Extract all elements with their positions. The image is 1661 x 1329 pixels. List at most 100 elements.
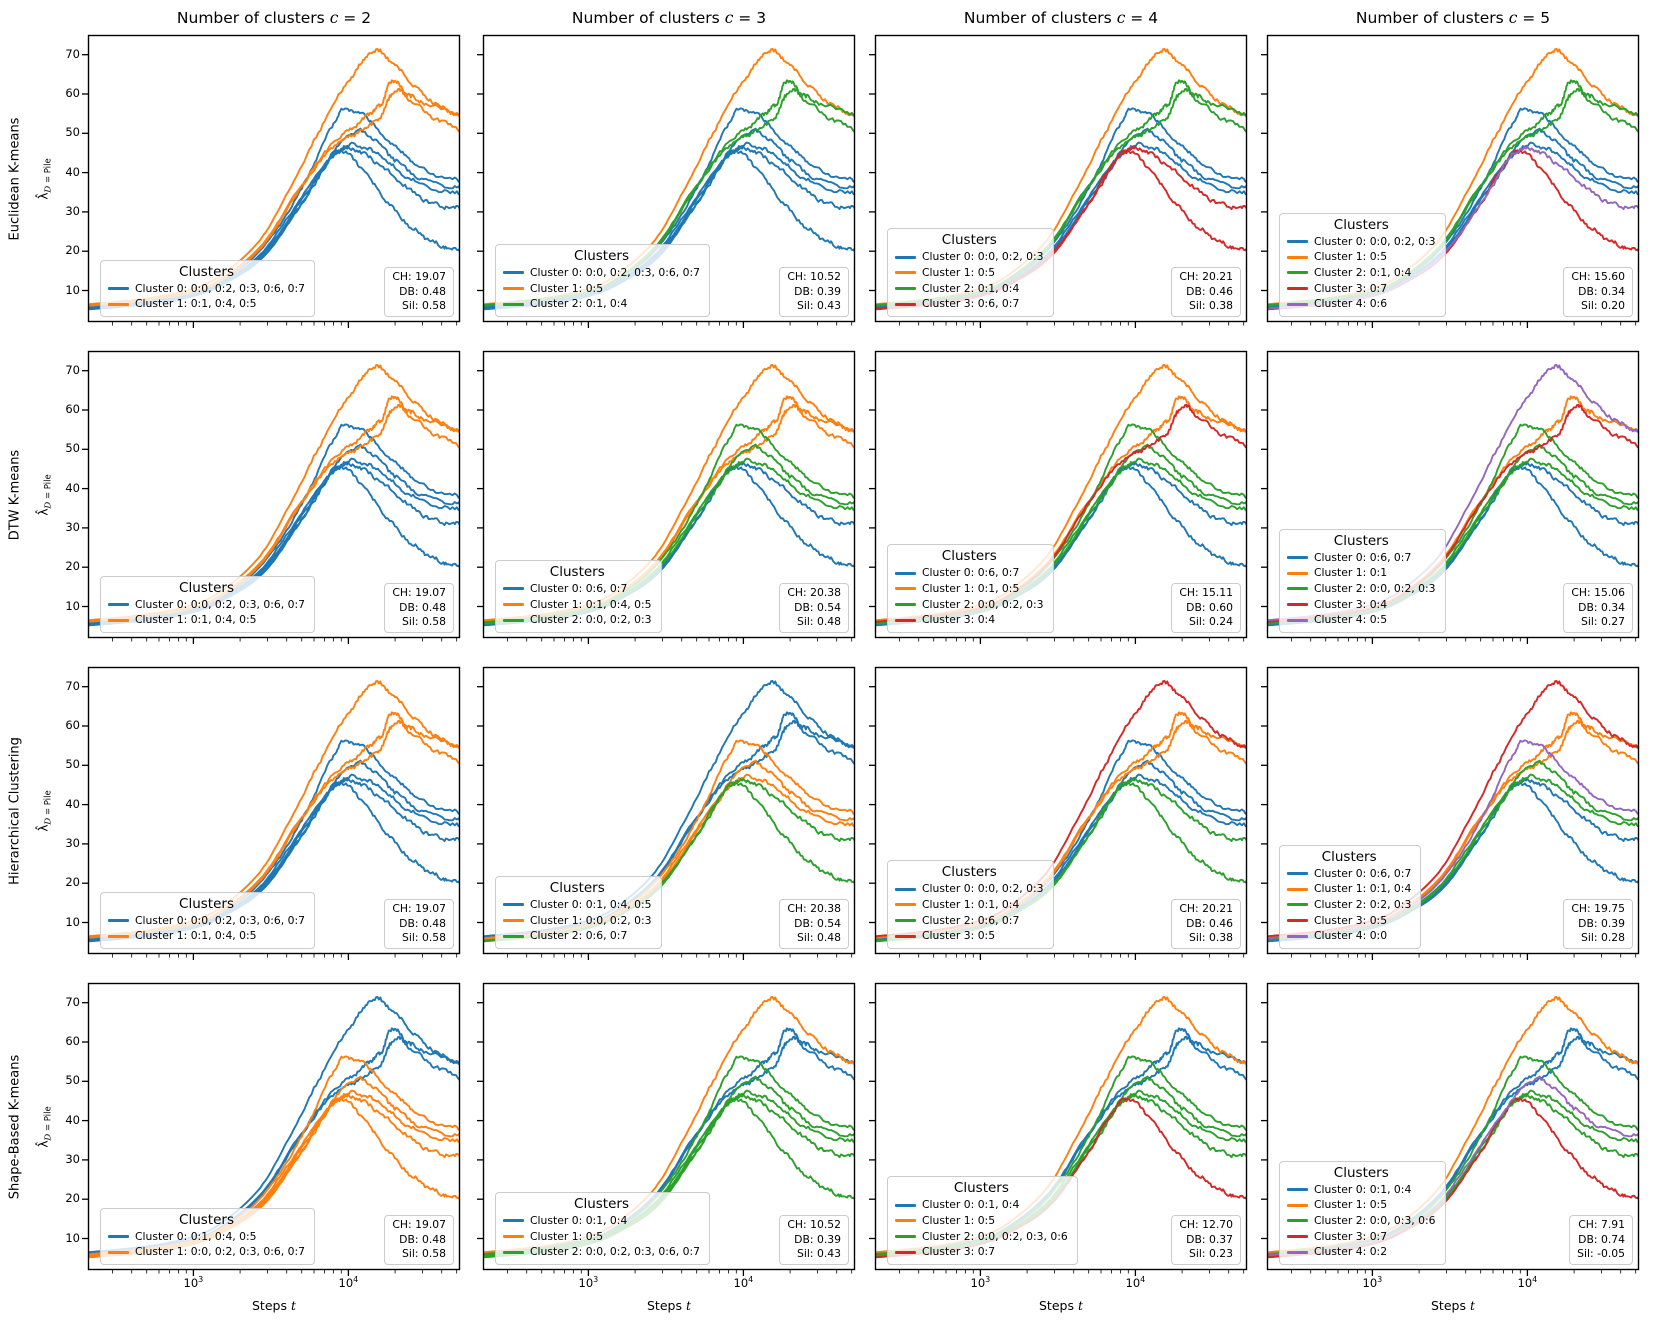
- metric-line: DB: 0.48: [399, 1232, 446, 1246]
- legend-entry: Cluster 0: 0:1, 0:4, 0:5: [503, 897, 652, 913]
- legend-line-swatch: [895, 271, 916, 275]
- legend-line-swatch: [503, 934, 524, 938]
- y-tick-label: 20: [65, 875, 80, 890]
- legend-entry-label: Cluster 0: 0:6, 0:7: [922, 566, 1020, 580]
- metric-line: Sil: 0.58: [402, 1247, 446, 1261]
- legend-entry-label: Cluster 4: 0:5: [1314, 613, 1388, 627]
- metrics-box: CH: 20.38 DB: 0.54 Sil: 0.48: [779, 583, 849, 633]
- metric-line: DB: 0.74: [1578, 1232, 1625, 1246]
- legend-entry-label: Cluster 3: 0:4: [1314, 597, 1388, 611]
- legend-line-swatch: [1287, 1219, 1308, 1223]
- metric-line: CH: 20.21: [1179, 902, 1233, 916]
- legend-entry-label: Cluster 3: 0:5: [1314, 913, 1388, 927]
- legend-entry-label: Cluster 2: 0:6, 0:7: [922, 913, 1020, 927]
- legend-line-swatch: [1287, 255, 1308, 259]
- x-axis-label-var: t: [1469, 1298, 1475, 1313]
- y-tick-label: 20: [65, 559, 80, 574]
- metric-line: DB: 0.46: [1186, 284, 1233, 298]
- metrics-box: CH: 15.60 DB: 0.34 Sil: 0.20: [1563, 267, 1633, 317]
- metric-line: DB: 0.34: [1578, 600, 1625, 614]
- legend-line-swatch: [895, 1235, 916, 1239]
- legend-line-swatch: [503, 287, 524, 291]
- legend-entry-label: Cluster 1: 0:5: [530, 1229, 604, 1243]
- legend-entry: Cluster 1: 0:5: [1287, 1197, 1436, 1213]
- legend-title: Clusters: [1321, 848, 1377, 865]
- x-tick-label: 104: [718, 1275, 768, 1290]
- metrics-box: CH: 20.38 DB: 0.54 Sil: 0.48: [779, 899, 849, 949]
- x-tick-base: 10: [183, 1275, 199, 1290]
- legend-line-swatch: [1287, 887, 1308, 891]
- metric-line: Sil: 0.58: [402, 931, 446, 945]
- legend-entry-label: Cluster 0: 0:0, 0:2, 0:3: [922, 882, 1044, 896]
- column-title: Number of clusters c = 5: [1273, 9, 1633, 27]
- axes-spines: [874, 666, 1248, 955]
- y-tick-label: 50: [65, 441, 80, 456]
- metric-line: CH: 12.70: [1179, 1218, 1233, 1232]
- legend-line-swatch: [895, 1219, 916, 1223]
- y-tick-label: 50: [65, 125, 80, 140]
- metric-line: DB: 0.46: [1186, 916, 1233, 930]
- legend-entry: Cluster 3: 0:5: [895, 928, 1044, 944]
- y-tick-label: 70: [65, 362, 80, 377]
- legend-entry: Cluster 1: 0:5: [895, 1213, 1068, 1229]
- legend-entry: Cluster 3: 0:7: [895, 1244, 1068, 1260]
- metrics-box: CH: 19.07 DB: 0.48 Sil: 0.58: [384, 899, 454, 949]
- y-axis-label-base: λ̂: [36, 824, 51, 832]
- legend-line-swatch: [1287, 1235, 1308, 1239]
- legend-entry: Cluster 0: 0:1, 0:4, 0:5: [108, 1229, 305, 1245]
- legend-entry-label: Cluster 1: 0:1, 0:4, 0:5: [135, 613, 257, 627]
- metric-line: Sil: 0.38: [1189, 931, 1233, 945]
- subplot-dtw-k-means-c5: Clusters Cluster 0: 0:6, 0:7 Cluster 1: 0:…: [1261, 350, 1640, 644]
- legend-entry: Cluster 2: 0:1, 0:4: [895, 281, 1044, 297]
- column-title-cvar: c: [1508, 9, 1518, 27]
- x-tick-label: 103: [1347, 1275, 1397, 1290]
- y-tick-label: 60: [65, 401, 80, 416]
- x-tick-label: 103: [168, 1275, 218, 1290]
- legend-line-swatch: [895, 255, 916, 259]
- axes-spines: [87, 666, 461, 955]
- legend-line-swatch: [1287, 919, 1308, 923]
- legend-entry: Cluster 0: 0:0, 0:2, 0:3: [895, 881, 1044, 897]
- legend-line-swatch: [895, 618, 916, 622]
- column-title-cvar: c: [329, 9, 339, 27]
- legend-entry-label: Cluster 0: 0:1, 0:4: [1314, 1182, 1412, 1196]
- legend-entry-label: Cluster 1: 0:5: [922, 266, 996, 280]
- metric-line: DB: 0.39: [794, 1232, 841, 1246]
- legend-entry: Cluster 4: 0:6: [1287, 296, 1436, 312]
- legend-entry-label: Cluster 4: 0:6: [1314, 297, 1388, 311]
- legend-entry: Cluster 0: 0:0, 0:2, 0:3, 0:6, 0:7: [108, 281, 305, 297]
- x-axis-label-var: t: [290, 1298, 296, 1313]
- legend-line-swatch: [108, 1235, 129, 1239]
- legend-entry: Cluster 0: 0:1, 0:4: [503, 1213, 700, 1229]
- metrics-box: CH: 19.75 DB: 0.39 Sil: 0.28: [1563, 899, 1633, 949]
- legend-entry: Cluster 3: 0:7: [1287, 281, 1436, 297]
- legend-line-swatch: [108, 934, 129, 938]
- legend-entry: Cluster 0: 0:1, 0:4: [1287, 1182, 1436, 1198]
- legend-entry-label: Cluster 0: 0:0, 0:2, 0:3, 0:6, 0:7: [135, 281, 306, 295]
- legend-entry-label: Cluster 1: 0:5: [1314, 1198, 1388, 1212]
- legend-entry-label: Cluster 1: 0:1, 0:5: [922, 582, 1020, 596]
- legend-entry-label: Cluster 2: 0:0, 0:2, 0:3, 0:6: [922, 1229, 1068, 1243]
- legend-entry: Cluster 2: 0:0, 0:2, 0:3: [503, 612, 652, 628]
- row-label: Hierarchical Clustering: [7, 736, 23, 885]
- legend-entry-label: Cluster 2: 0:6, 0:7: [530, 929, 628, 943]
- metric-line: CH: 10.52: [787, 270, 841, 284]
- legend-line-swatch: [1287, 302, 1308, 306]
- legend-entry: Cluster 0: 0:6, 0:7: [1287, 550, 1436, 566]
- column-title-cvar: c: [724, 9, 734, 27]
- metrics-box: CH: 7.91 DB: 0.74 Sil: -0.05: [1569, 1215, 1633, 1265]
- metrics-box: CH: 15.11 DB: 0.60 Sil: 0.24: [1171, 583, 1241, 633]
- y-tick-label: 40: [65, 1112, 80, 1127]
- x-tick-exp: 3: [985, 1275, 991, 1284]
- legend-entry: Cluster 2: 0:0, 0:2, 0:3, 0:6: [895, 1229, 1068, 1245]
- legend-title: Clusters: [179, 1211, 234, 1228]
- legend-line-swatch: [503, 618, 524, 622]
- legend-entry-label: Cluster 1: 0:1, 0:4, 0:5: [135, 297, 257, 311]
- y-tick-label: 20: [65, 1191, 80, 1206]
- legend-entry-label: Cluster 2: 0:1, 0:4: [922, 281, 1020, 295]
- metric-line: CH: 7.91: [1578, 1218, 1625, 1232]
- axes-spines: [1266, 350, 1640, 639]
- legend-entry: Cluster 4: 0:5: [1287, 612, 1436, 628]
- x-tick-label: 104: [1502, 1275, 1552, 1290]
- legend-line-swatch: [895, 887, 916, 891]
